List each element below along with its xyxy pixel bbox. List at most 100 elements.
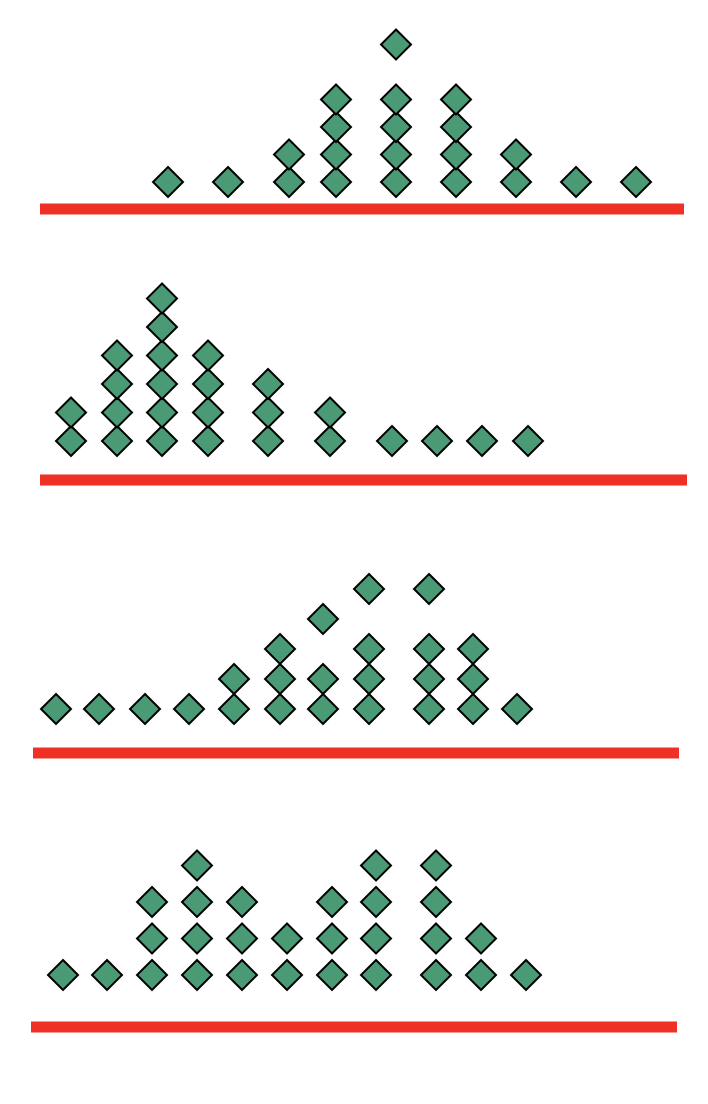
diamond-marker xyxy=(306,602,340,636)
diamond-marker xyxy=(464,958,498,992)
diamond-marker xyxy=(225,885,259,919)
diamond-marker xyxy=(412,632,446,666)
diamond-marker xyxy=(456,692,490,726)
diamond-marker xyxy=(145,424,179,458)
diamond-marker xyxy=(419,958,453,992)
diamond-marker xyxy=(211,165,245,199)
diamond-marker xyxy=(464,922,498,955)
diamond-marker xyxy=(180,922,214,955)
diamond-marker xyxy=(191,367,225,401)
dot-plot-2 xyxy=(40,282,687,486)
diamond-marker xyxy=(100,424,134,458)
diamond-marker xyxy=(54,396,88,429)
diamond-marker xyxy=(375,424,409,458)
diamond-marker xyxy=(263,632,297,666)
diamond-marker xyxy=(619,165,653,199)
diamond-marker xyxy=(419,922,453,955)
diamond-marker xyxy=(306,692,340,726)
diamond-marker xyxy=(145,396,179,429)
diamond-marker xyxy=(217,692,251,726)
diamond-marker xyxy=(439,138,473,171)
diamond-marker xyxy=(319,110,353,144)
diamond-marker xyxy=(135,958,169,992)
diamond-marker xyxy=(315,958,349,992)
diamond-marker xyxy=(419,849,453,882)
diamond-marker xyxy=(251,367,285,401)
diamond-marker xyxy=(180,958,214,992)
diamond-marker xyxy=(419,885,453,919)
diamond-marker xyxy=(319,165,353,199)
diamond-marker xyxy=(145,310,179,344)
diamond-marker xyxy=(217,662,251,696)
diamond-marker xyxy=(511,424,545,458)
diamond-marker xyxy=(90,958,124,992)
diamond-marker xyxy=(135,922,169,955)
diamond-marker xyxy=(499,165,533,199)
diamond-marker xyxy=(359,885,393,919)
diamond-marker xyxy=(439,83,473,116)
diamond-marker xyxy=(272,138,306,171)
diamond-marker xyxy=(135,885,169,919)
diamond-marker xyxy=(128,692,162,726)
diamond-marker xyxy=(191,396,225,429)
diamond-marker xyxy=(180,849,214,882)
diamond-marker xyxy=(270,922,304,955)
diamond-marker xyxy=(180,885,214,919)
diamond-marker xyxy=(251,424,285,458)
diamond-marker xyxy=(500,692,534,726)
diamond-marker xyxy=(100,367,134,401)
diamond-marker xyxy=(456,662,490,696)
diamond-marker xyxy=(191,424,225,458)
diamond-marker xyxy=(225,922,259,955)
diamond-marker xyxy=(145,367,179,401)
diamond-marker xyxy=(39,692,73,726)
diamond-marker xyxy=(54,424,88,458)
diamond-marker xyxy=(315,885,349,919)
diamond-marker xyxy=(559,165,593,199)
diamond-marker xyxy=(412,572,446,606)
diamond-marker xyxy=(359,922,393,955)
diamond-marker xyxy=(172,692,206,726)
diamond-marker xyxy=(319,83,353,116)
diamond-marker xyxy=(145,339,179,372)
diamond-marker xyxy=(352,662,386,696)
diamond-marker xyxy=(352,692,386,726)
diamond-marker xyxy=(225,958,259,992)
diamond-marker xyxy=(100,339,134,372)
diamond-marker xyxy=(319,138,353,171)
diamond-marker xyxy=(46,958,80,992)
dot-plot-4 xyxy=(31,849,677,1033)
diamond-marker xyxy=(439,165,473,199)
diamond-marker xyxy=(82,692,116,726)
diamond-marker xyxy=(272,165,306,199)
diamond-marker xyxy=(191,339,225,372)
diamond-marker xyxy=(359,958,393,992)
dot-plot-1 xyxy=(40,28,684,215)
diamond-marker xyxy=(379,165,413,199)
diamond-marker xyxy=(379,138,413,171)
diamond-marker xyxy=(306,662,340,696)
diamond-marker xyxy=(412,692,446,726)
diamond-marker xyxy=(251,396,285,429)
diamond-marker xyxy=(151,165,185,199)
diamond-marker xyxy=(352,572,386,606)
diamond-marker xyxy=(270,958,304,992)
diamond-marker xyxy=(456,632,490,666)
diamond-marker xyxy=(412,662,446,696)
diamond-marker xyxy=(439,110,473,144)
diamond-marker xyxy=(499,138,533,171)
diamond-marker xyxy=(263,692,297,726)
diamond-marker xyxy=(465,424,499,458)
diamond-marker xyxy=(352,632,386,666)
diamond-marker xyxy=(313,424,347,458)
diamond-marker xyxy=(359,849,393,882)
diamond-marker xyxy=(100,396,134,429)
dot-plot-3 xyxy=(33,572,679,759)
diamond-marker xyxy=(263,662,297,696)
diamond-marker xyxy=(509,958,543,992)
diamond-marker xyxy=(379,28,413,61)
diamond-marker xyxy=(379,110,413,144)
diamond-marker xyxy=(315,922,349,955)
diamond-marker xyxy=(420,424,454,458)
